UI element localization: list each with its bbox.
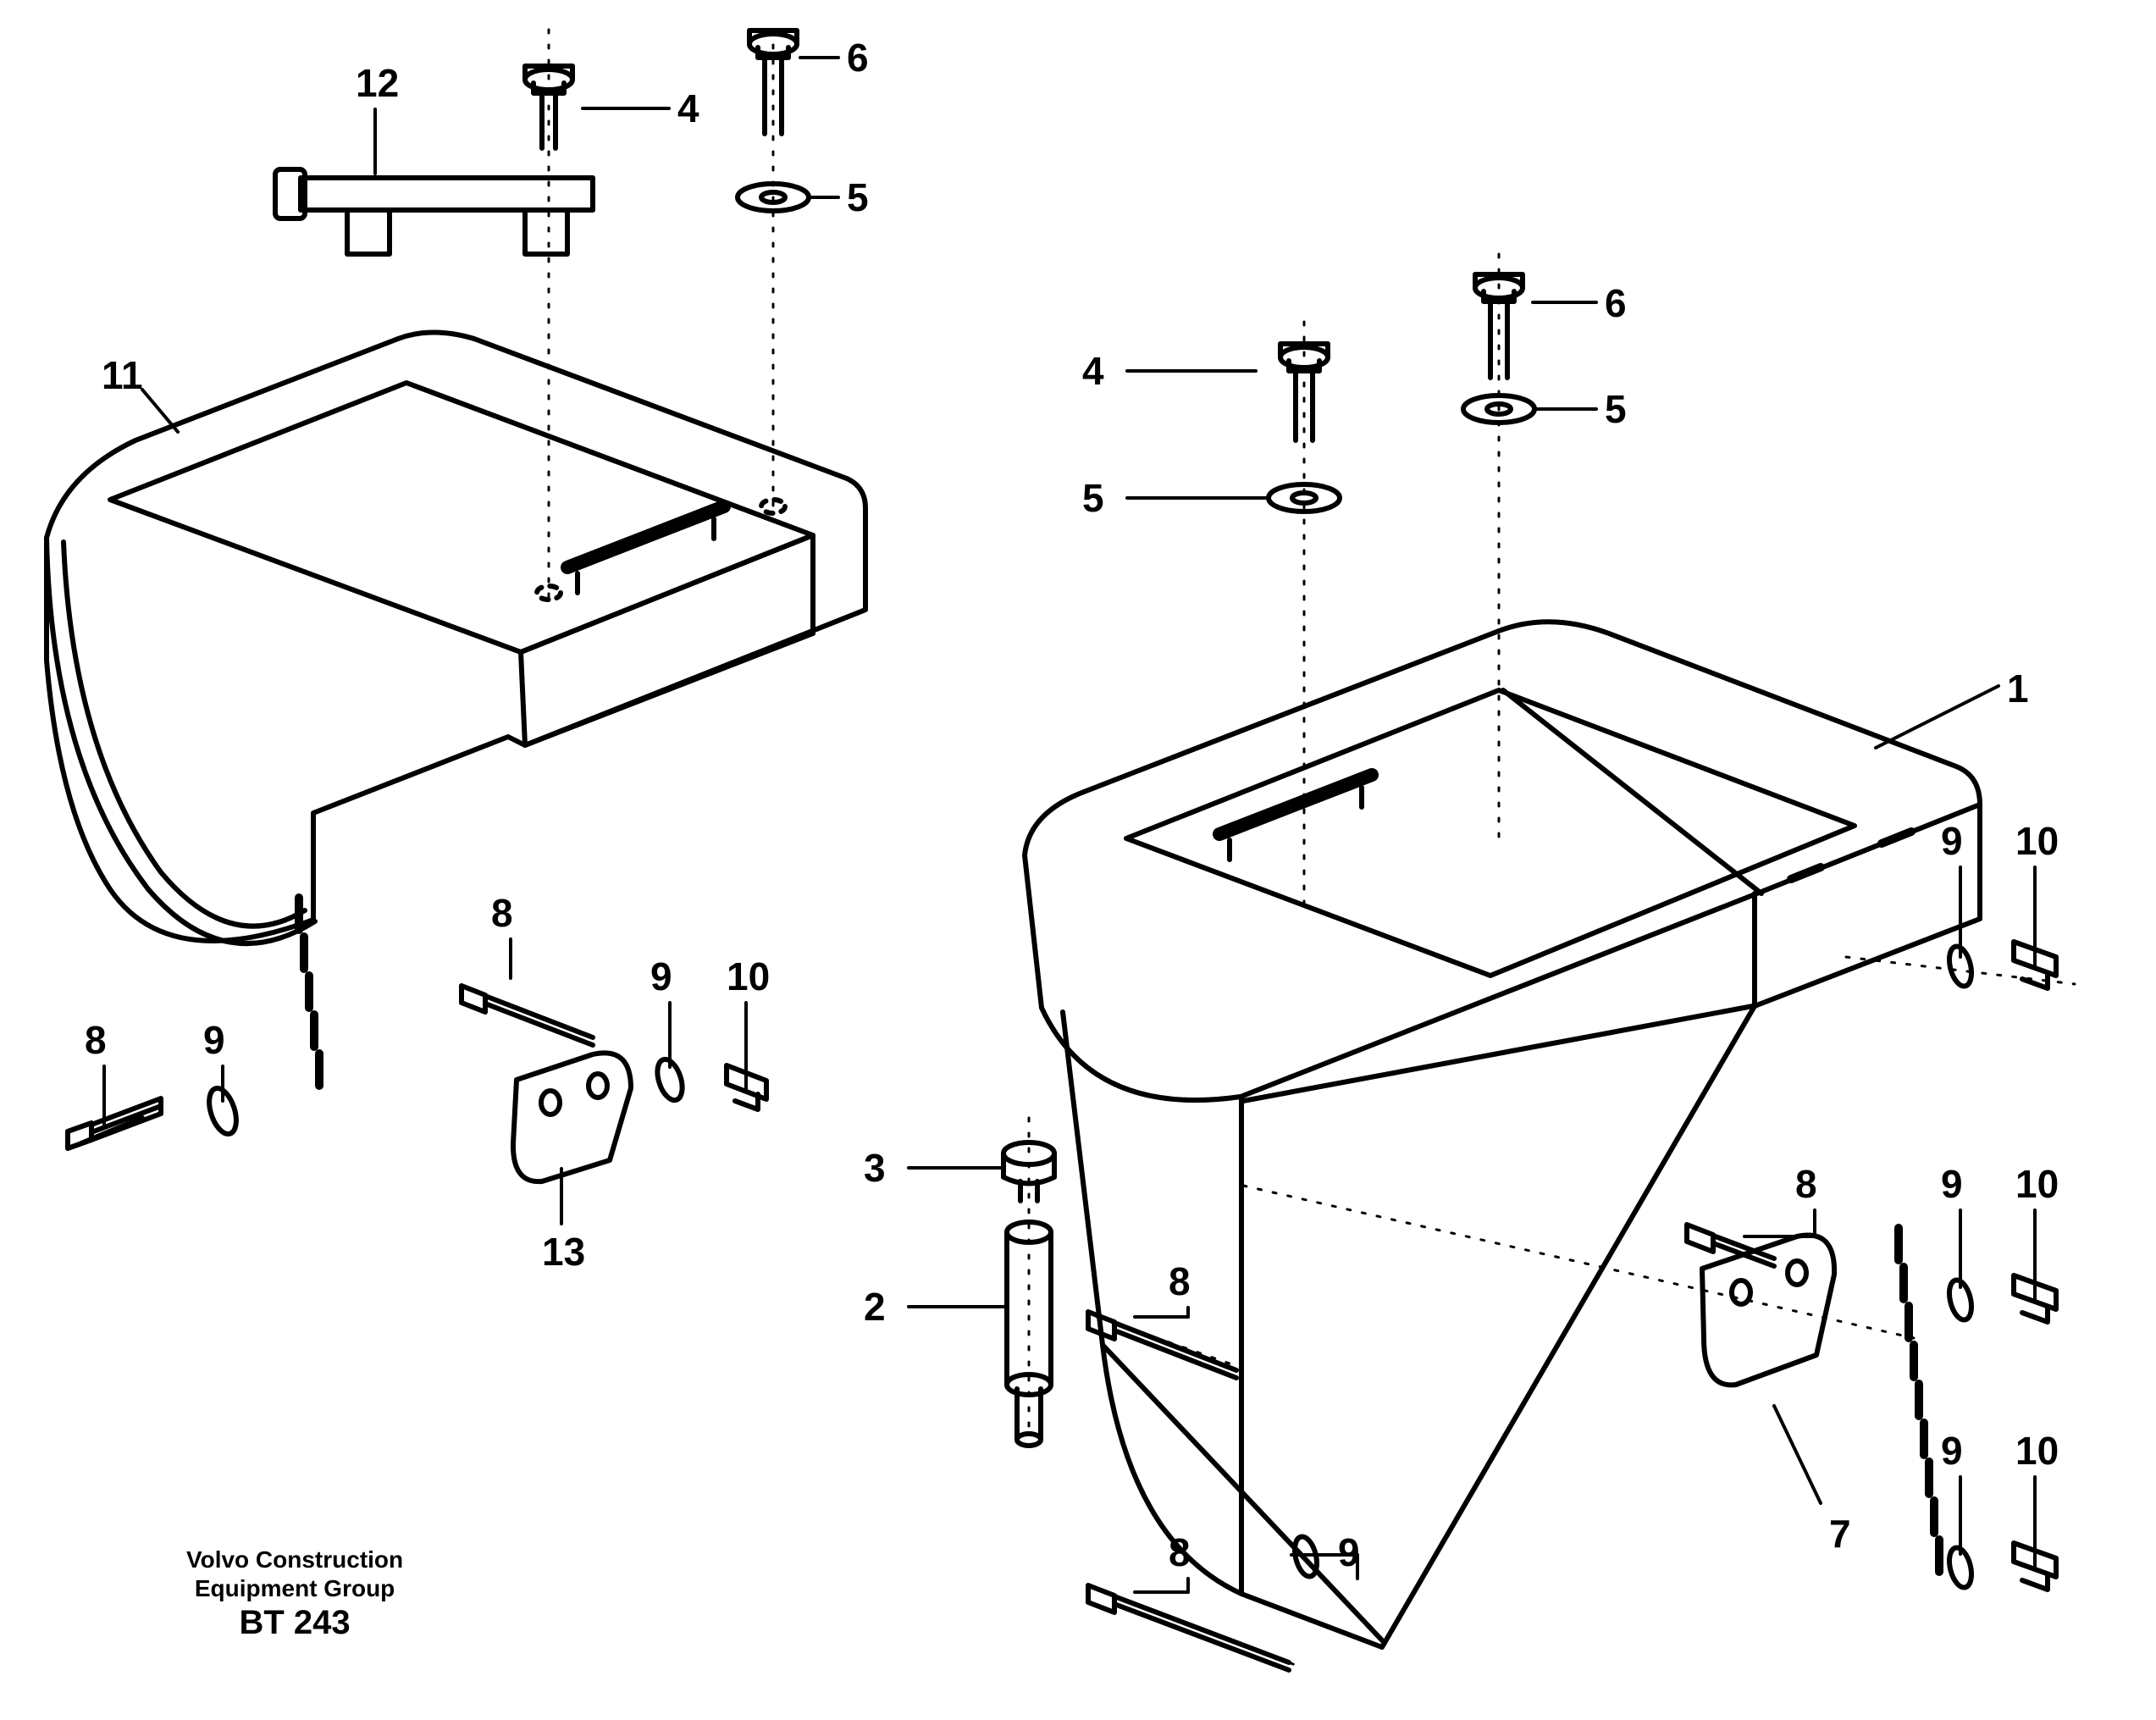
- callout-10: 10: [2015, 821, 2059, 860]
- callout-6: 6: [847, 38, 869, 77]
- callout-5: 5: [1082, 478, 1104, 517]
- exploded-diagram: [0, 0, 2156, 1720]
- callout-9: 9: [1941, 821, 1963, 860]
- callout-9: 9: [1338, 1533, 1360, 1572]
- callout-5: 5: [1605, 390, 1627, 429]
- callout-1: 1: [2007, 669, 2029, 708]
- callout-10: 10: [727, 957, 770, 996]
- callout-6: 6: [1605, 284, 1627, 323]
- callout-3: 3: [864, 1148, 886, 1187]
- callout-8: 8: [1169, 1262, 1191, 1301]
- callout-8: 8: [1795, 1164, 1817, 1203]
- callout-10: 10: [2015, 1164, 2059, 1203]
- footer-line-3: BT 243: [186, 1602, 403, 1643]
- callout-2: 2: [864, 1287, 886, 1326]
- callout-7: 7: [1829, 1514, 1851, 1553]
- callout-11: 11: [102, 356, 143, 395]
- callout-9: 9: [650, 957, 672, 996]
- callout-4: 4: [677, 89, 699, 128]
- callout-9: 9: [1941, 1164, 1963, 1203]
- callout-9: 9: [203, 1020, 225, 1059]
- callout-8: 8: [491, 893, 513, 932]
- callout-5: 5: [847, 178, 869, 217]
- callout-8: 8: [85, 1020, 107, 1059]
- callout-4: 4: [1082, 351, 1104, 390]
- footer-line-2: Equipment Group: [186, 1574, 403, 1603]
- callout-8: 8: [1169, 1533, 1191, 1572]
- callout-12: 12: [356, 64, 399, 102]
- callout-10: 10: [2015, 1431, 2059, 1470]
- callout-13: 13: [542, 1232, 585, 1271]
- footer-line-1: Volvo Construction: [186, 1546, 403, 1574]
- callout-9: 9: [1941, 1431, 1963, 1470]
- title-block: Volvo Construction Equipment Group BT 24…: [186, 1546, 403, 1643]
